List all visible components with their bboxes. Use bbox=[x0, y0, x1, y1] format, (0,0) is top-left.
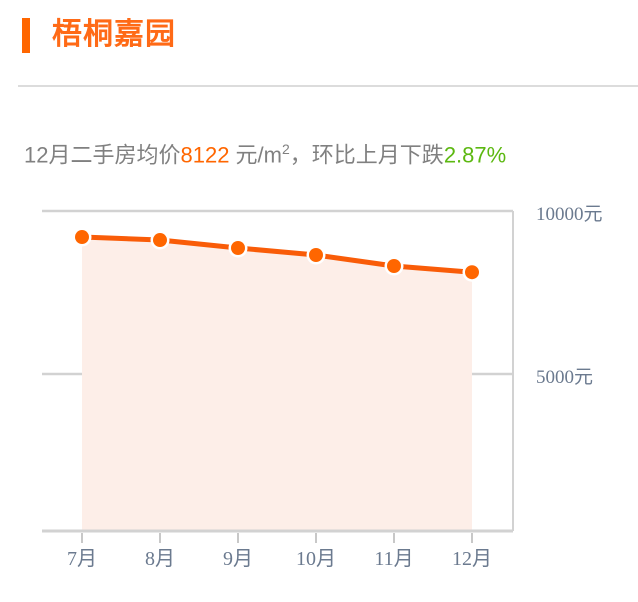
page-header: 梧桐嘉园 bbox=[0, 0, 638, 90]
y-axis-label-5000: 5000元 bbox=[536, 367, 594, 388]
chart-x-ticks bbox=[81, 533, 473, 543]
average-price-value: 8122 bbox=[180, 142, 230, 168]
x-axis-label-3: 10月 bbox=[296, 548, 336, 570]
data-point-2 bbox=[231, 241, 245, 256]
data-point-1 bbox=[153, 233, 167, 248]
x-axis-label-2: 9月 bbox=[223, 548, 253, 570]
header-divider bbox=[18, 85, 638, 87]
chart-data-points bbox=[72, 227, 482, 282]
x-axis-label-0: 7月 bbox=[67, 548, 97, 570]
data-point-0 bbox=[75, 230, 89, 245]
price-summary: 12月二手房均价8122 元/m2，环比上月下跌2.87% bbox=[24, 132, 506, 172]
data-point-4 bbox=[387, 258, 401, 273]
chart-axes bbox=[42, 211, 514, 533]
x-axis-label-1: 8月 bbox=[145, 548, 175, 570]
data-point-3 bbox=[309, 248, 323, 263]
summary-middle-label: ，环比上月下跌 bbox=[289, 142, 444, 168]
page-title: 梧桐嘉园 bbox=[52, 18, 176, 51]
area-fill-path bbox=[82, 237, 472, 531]
month-over-month-change: 2.87% bbox=[443, 142, 507, 168]
data-point-5 bbox=[465, 265, 479, 280]
title-accent-bar bbox=[22, 18, 30, 53]
summary-prefix-label: 12月二手房均价 bbox=[24, 142, 181, 168]
chart-line-series bbox=[79, 234, 475, 275]
summary-unit-superscript: 2 bbox=[282, 141, 290, 157]
y-axis-label-10000: 10000元 bbox=[536, 204, 603, 225]
chart-canvas bbox=[42, 209, 514, 543]
summary-unit-label: 元/m bbox=[229, 142, 282, 168]
x-axis-label-5: 12月 bbox=[452, 548, 492, 570]
price-trend-chart: 10000元 5000元 7月 8月 9月 10月 11月 12月 bbox=[0, 190, 638, 590]
series-line bbox=[79, 234, 475, 275]
x-axis-label-4: 11月 bbox=[374, 548, 414, 570]
chart-area-fill bbox=[82, 237, 472, 531]
